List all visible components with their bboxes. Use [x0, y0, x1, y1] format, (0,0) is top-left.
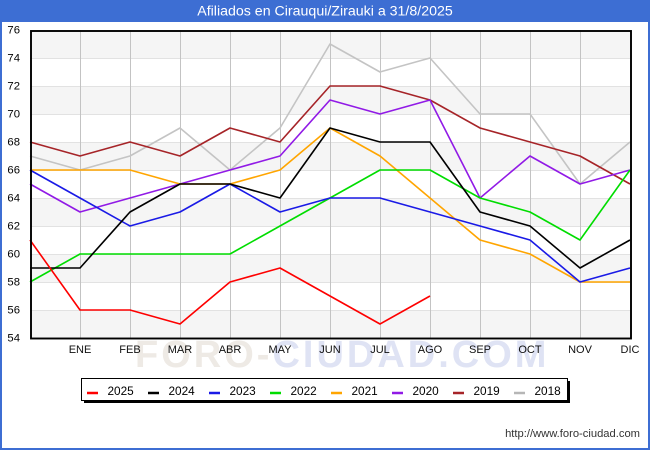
svg-text:2022: 2022 [291, 384, 317, 398]
svg-text:60: 60 [7, 249, 20, 261]
svg-text:2020: 2020 [413, 384, 440, 398]
svg-text:JUN: JUN [319, 344, 340, 356]
svg-text:64: 64 [7, 193, 20, 205]
svg-text:ABR: ABR [219, 344, 242, 356]
svg-text:70: 70 [7, 109, 20, 121]
svg-text:NOV: NOV [568, 344, 593, 356]
svg-text:AGO: AGO [418, 344, 443, 356]
svg-text:2018: 2018 [535, 384, 562, 398]
svg-text:ENE: ENE [69, 344, 92, 356]
svg-text:2021: 2021 [352, 384, 378, 398]
svg-text:OCT: OCT [518, 344, 542, 356]
svg-text:MAR: MAR [168, 344, 193, 356]
svg-text:54: 54 [7, 333, 20, 345]
svg-text:76: 76 [7, 25, 20, 37]
svg-text:MAY: MAY [268, 344, 292, 356]
svg-text:2023: 2023 [230, 384, 257, 398]
svg-text:2019: 2019 [474, 384, 500, 398]
svg-text:FEB: FEB [119, 344, 140, 356]
svg-text:Afiliados en Cirauqui/Zirauki: Afiliados en Cirauqui/Zirauki a 31/8/202… [197, 4, 453, 20]
svg-text:FORO-CIUDAD.COM: FORO-CIUDAD.COM [135, 334, 549, 376]
svg-text:2024: 2024 [169, 384, 196, 398]
svg-text:2025: 2025 [108, 384, 135, 398]
svg-text:62: 62 [7, 221, 20, 233]
svg-text:SEP: SEP [469, 344, 491, 356]
svg-text:74: 74 [7, 53, 20, 65]
svg-text:72: 72 [7, 81, 20, 93]
svg-text:58: 58 [7, 277, 20, 289]
svg-text:66: 66 [7, 165, 20, 177]
svg-text:DIC: DIC [621, 344, 640, 356]
svg-text:http://www.foro-ciudad.com: http://www.foro-ciudad.com [505, 428, 640, 440]
svg-text:56: 56 [7, 305, 20, 317]
svg-text:68: 68 [7, 137, 20, 149]
svg-text:JUL: JUL [370, 344, 390, 356]
